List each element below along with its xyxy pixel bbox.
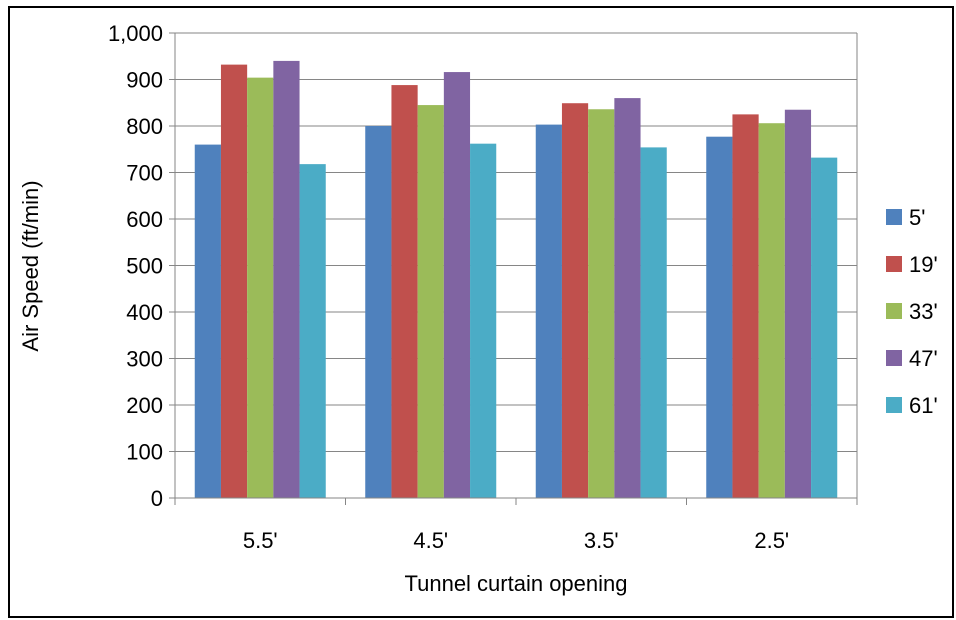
legend-swatch — [886, 256, 902, 272]
y-tick-label: 300 — [126, 347, 163, 372]
y-tick-labels: 0 100 200 300 400 500 600 700 800 900 1,000 — [108, 21, 175, 511]
bar — [417, 105, 444, 498]
legend-label: 19' — [909, 252, 938, 277]
x-axis-label: Tunnel curtain opening — [404, 571, 627, 596]
bar — [811, 157, 838, 498]
x-tick-labels: 5.5' 4.5' 3.5' 2.5' — [243, 528, 789, 553]
y-tick-label: 700 — [126, 161, 163, 186]
bar — [299, 164, 326, 498]
legend: 5' 19' 33' 47' 61' — [886, 205, 938, 418]
y-tick-label: 600 — [126, 207, 163, 232]
y-axis-label: Air Speed (ft/min) — [18, 180, 43, 351]
bar — [247, 77, 274, 498]
bar — [784, 109, 812, 498]
y-tick-label: 200 — [126, 393, 163, 418]
bar — [614, 98, 641, 498]
bar — [535, 124, 562, 498]
bar — [588, 109, 615, 498]
y-tick-label: 900 — [126, 68, 163, 93]
bar — [220, 64, 248, 499]
x-tick-label: 5.5' — [243, 528, 278, 553]
bar — [758, 123, 785, 499]
y-tick-label: 500 — [126, 254, 163, 279]
x-tick-label: 2.5' — [754, 528, 789, 553]
y-tick-label: 1,000 — [108, 21, 163, 46]
bar — [273, 60, 300, 499]
bar — [470, 143, 497, 499]
legend-swatch — [886, 303, 902, 319]
bar — [706, 136, 733, 498]
legend-swatch — [886, 209, 902, 225]
legend-label: 33' — [909, 299, 938, 324]
x-tick-label: 3.5' — [584, 528, 619, 553]
bar — [561, 103, 589, 498]
bar — [732, 114, 759, 498]
legend-label: 47' — [909, 346, 938, 371]
bar — [391, 85, 418, 498]
bar — [365, 126, 392, 498]
legend-label: 61' — [909, 393, 938, 418]
legend-swatch — [886, 350, 902, 366]
y-tick-label: 0 — [151, 486, 163, 511]
legend-swatch — [886, 397, 902, 413]
bar — [640, 147, 667, 498]
bars — [194, 60, 838, 499]
x-tick-label: 4.5' — [413, 528, 448, 553]
bar — [443, 72, 471, 498]
bar — [194, 144, 221, 498]
y-tick-label: 800 — [126, 114, 163, 139]
legend-label: 5' — [909, 205, 925, 230]
y-tick-label: 400 — [126, 300, 163, 325]
y-tick-label: 100 — [126, 440, 163, 465]
